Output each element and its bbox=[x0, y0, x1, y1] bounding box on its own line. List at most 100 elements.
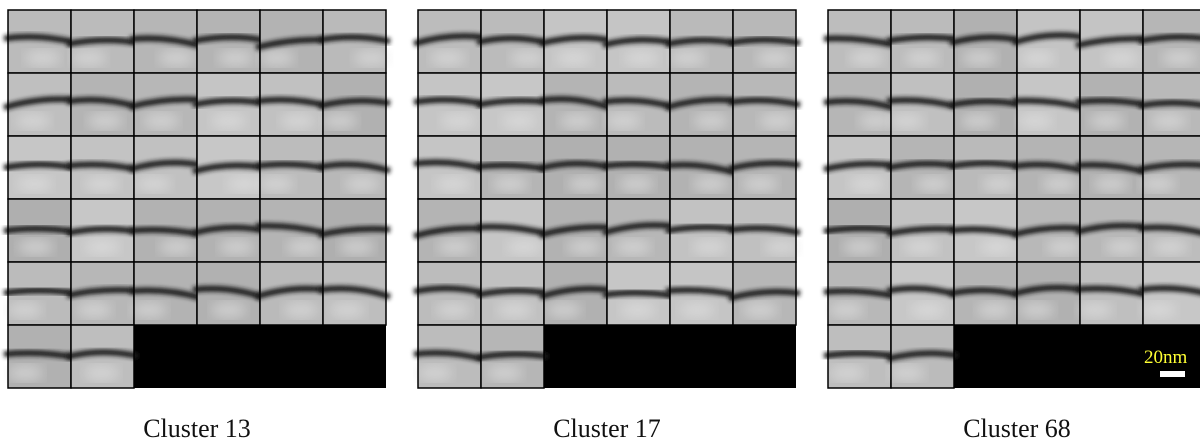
tile-light bbox=[1140, 302, 1176, 318]
tile-light bbox=[286, 239, 322, 255]
tile-light bbox=[567, 176, 603, 192]
tile bbox=[477, 199, 548, 262]
tile-light bbox=[506, 239, 542, 255]
tile bbox=[1013, 136, 1084, 199]
tile-light bbox=[435, 302, 471, 318]
tile bbox=[193, 262, 264, 325]
tile bbox=[130, 73, 201, 136]
tile-light bbox=[692, 176, 728, 192]
tile-light bbox=[322, 113, 358, 129]
tile bbox=[319, 10, 390, 73]
tile-light bbox=[556, 50, 592, 66]
tile-light bbox=[353, 50, 389, 66]
tile-light bbox=[1017, 113, 1053, 129]
tile bbox=[1013, 262, 1084, 325]
tile bbox=[887, 136, 958, 199]
tile-light bbox=[143, 113, 179, 129]
tile-light bbox=[83, 365, 119, 381]
tile bbox=[1076, 199, 1147, 262]
tile bbox=[193, 73, 264, 136]
tile bbox=[193, 136, 264, 199]
tile-light bbox=[159, 239, 195, 255]
tile bbox=[950, 199, 1021, 262]
tile bbox=[887, 262, 958, 325]
tile bbox=[950, 262, 1021, 325]
tile bbox=[414, 10, 485, 73]
tile-light bbox=[605, 113, 641, 129]
tile bbox=[603, 73, 674, 136]
tile bbox=[666, 10, 737, 73]
tile bbox=[729, 199, 800, 262]
band bbox=[4, 229, 75, 232]
tile-light bbox=[566, 239, 602, 255]
tile-light bbox=[1020, 50, 1056, 66]
tile-light bbox=[71, 50, 107, 66]
tile bbox=[824, 262, 895, 325]
tile-light bbox=[1140, 176, 1176, 192]
tile bbox=[540, 199, 611, 262]
panel-caption: Cluster 68 bbox=[963, 414, 1071, 439]
tile-light bbox=[18, 239, 54, 255]
tile-light bbox=[546, 302, 582, 318]
tile-light bbox=[7, 302, 43, 318]
tile-light bbox=[283, 302, 319, 318]
tile bbox=[256, 199, 327, 262]
tile bbox=[319, 73, 390, 136]
tile-light bbox=[84, 239, 120, 255]
tile bbox=[950, 10, 1021, 73]
tile bbox=[1076, 73, 1147, 136]
tile bbox=[1013, 10, 1084, 73]
tile bbox=[729, 136, 800, 199]
tile bbox=[256, 73, 327, 136]
band bbox=[603, 293, 674, 296]
tile-light bbox=[620, 302, 656, 318]
tile bbox=[603, 199, 674, 262]
tile-light bbox=[1151, 113, 1187, 129]
tile bbox=[666, 73, 737, 136]
tile bbox=[130, 136, 201, 199]
tile-light bbox=[158, 50, 194, 66]
tile-light bbox=[417, 365, 453, 381]
tile bbox=[540, 262, 611, 325]
tile-light bbox=[131, 302, 167, 318]
tile bbox=[1013, 199, 1084, 262]
tile-light bbox=[486, 365, 522, 381]
tile bbox=[67, 199, 138, 262]
tile bbox=[67, 262, 138, 325]
tile-light bbox=[496, 302, 532, 318]
tile-light bbox=[84, 176, 120, 192]
tile bbox=[824, 325, 895, 388]
band bbox=[729, 40, 800, 43]
band bbox=[824, 353, 895, 356]
tile-light bbox=[693, 113, 729, 129]
tile-light bbox=[136, 176, 172, 192]
tile-light bbox=[25, 50, 61, 66]
tile-light bbox=[219, 239, 255, 255]
tile bbox=[540, 73, 611, 136]
tile-light bbox=[618, 176, 654, 192]
tile-light bbox=[1105, 239, 1141, 255]
tile bbox=[1139, 199, 1200, 262]
panel-caption: Cluster 17 bbox=[553, 414, 661, 439]
tile bbox=[414, 136, 485, 199]
tile-light bbox=[210, 113, 246, 129]
tile bbox=[319, 199, 390, 262]
tile bbox=[256, 10, 327, 73]
tile-light bbox=[1041, 176, 1077, 192]
tile-light bbox=[829, 365, 865, 381]
tile bbox=[1076, 136, 1147, 199]
tile-light bbox=[888, 113, 924, 129]
tile-light bbox=[559, 113, 595, 129]
tile bbox=[887, 10, 958, 73]
tile-light bbox=[7, 365, 43, 381]
tile bbox=[540, 10, 611, 73]
tile-light bbox=[756, 50, 792, 66]
tile-light bbox=[670, 50, 706, 66]
tile-light bbox=[848, 50, 884, 66]
tile bbox=[4, 325, 75, 388]
tile bbox=[4, 199, 75, 262]
tile-light bbox=[915, 176, 951, 192]
tile bbox=[4, 136, 75, 199]
tile-light bbox=[1019, 302, 1055, 318]
tile-light bbox=[903, 239, 939, 255]
